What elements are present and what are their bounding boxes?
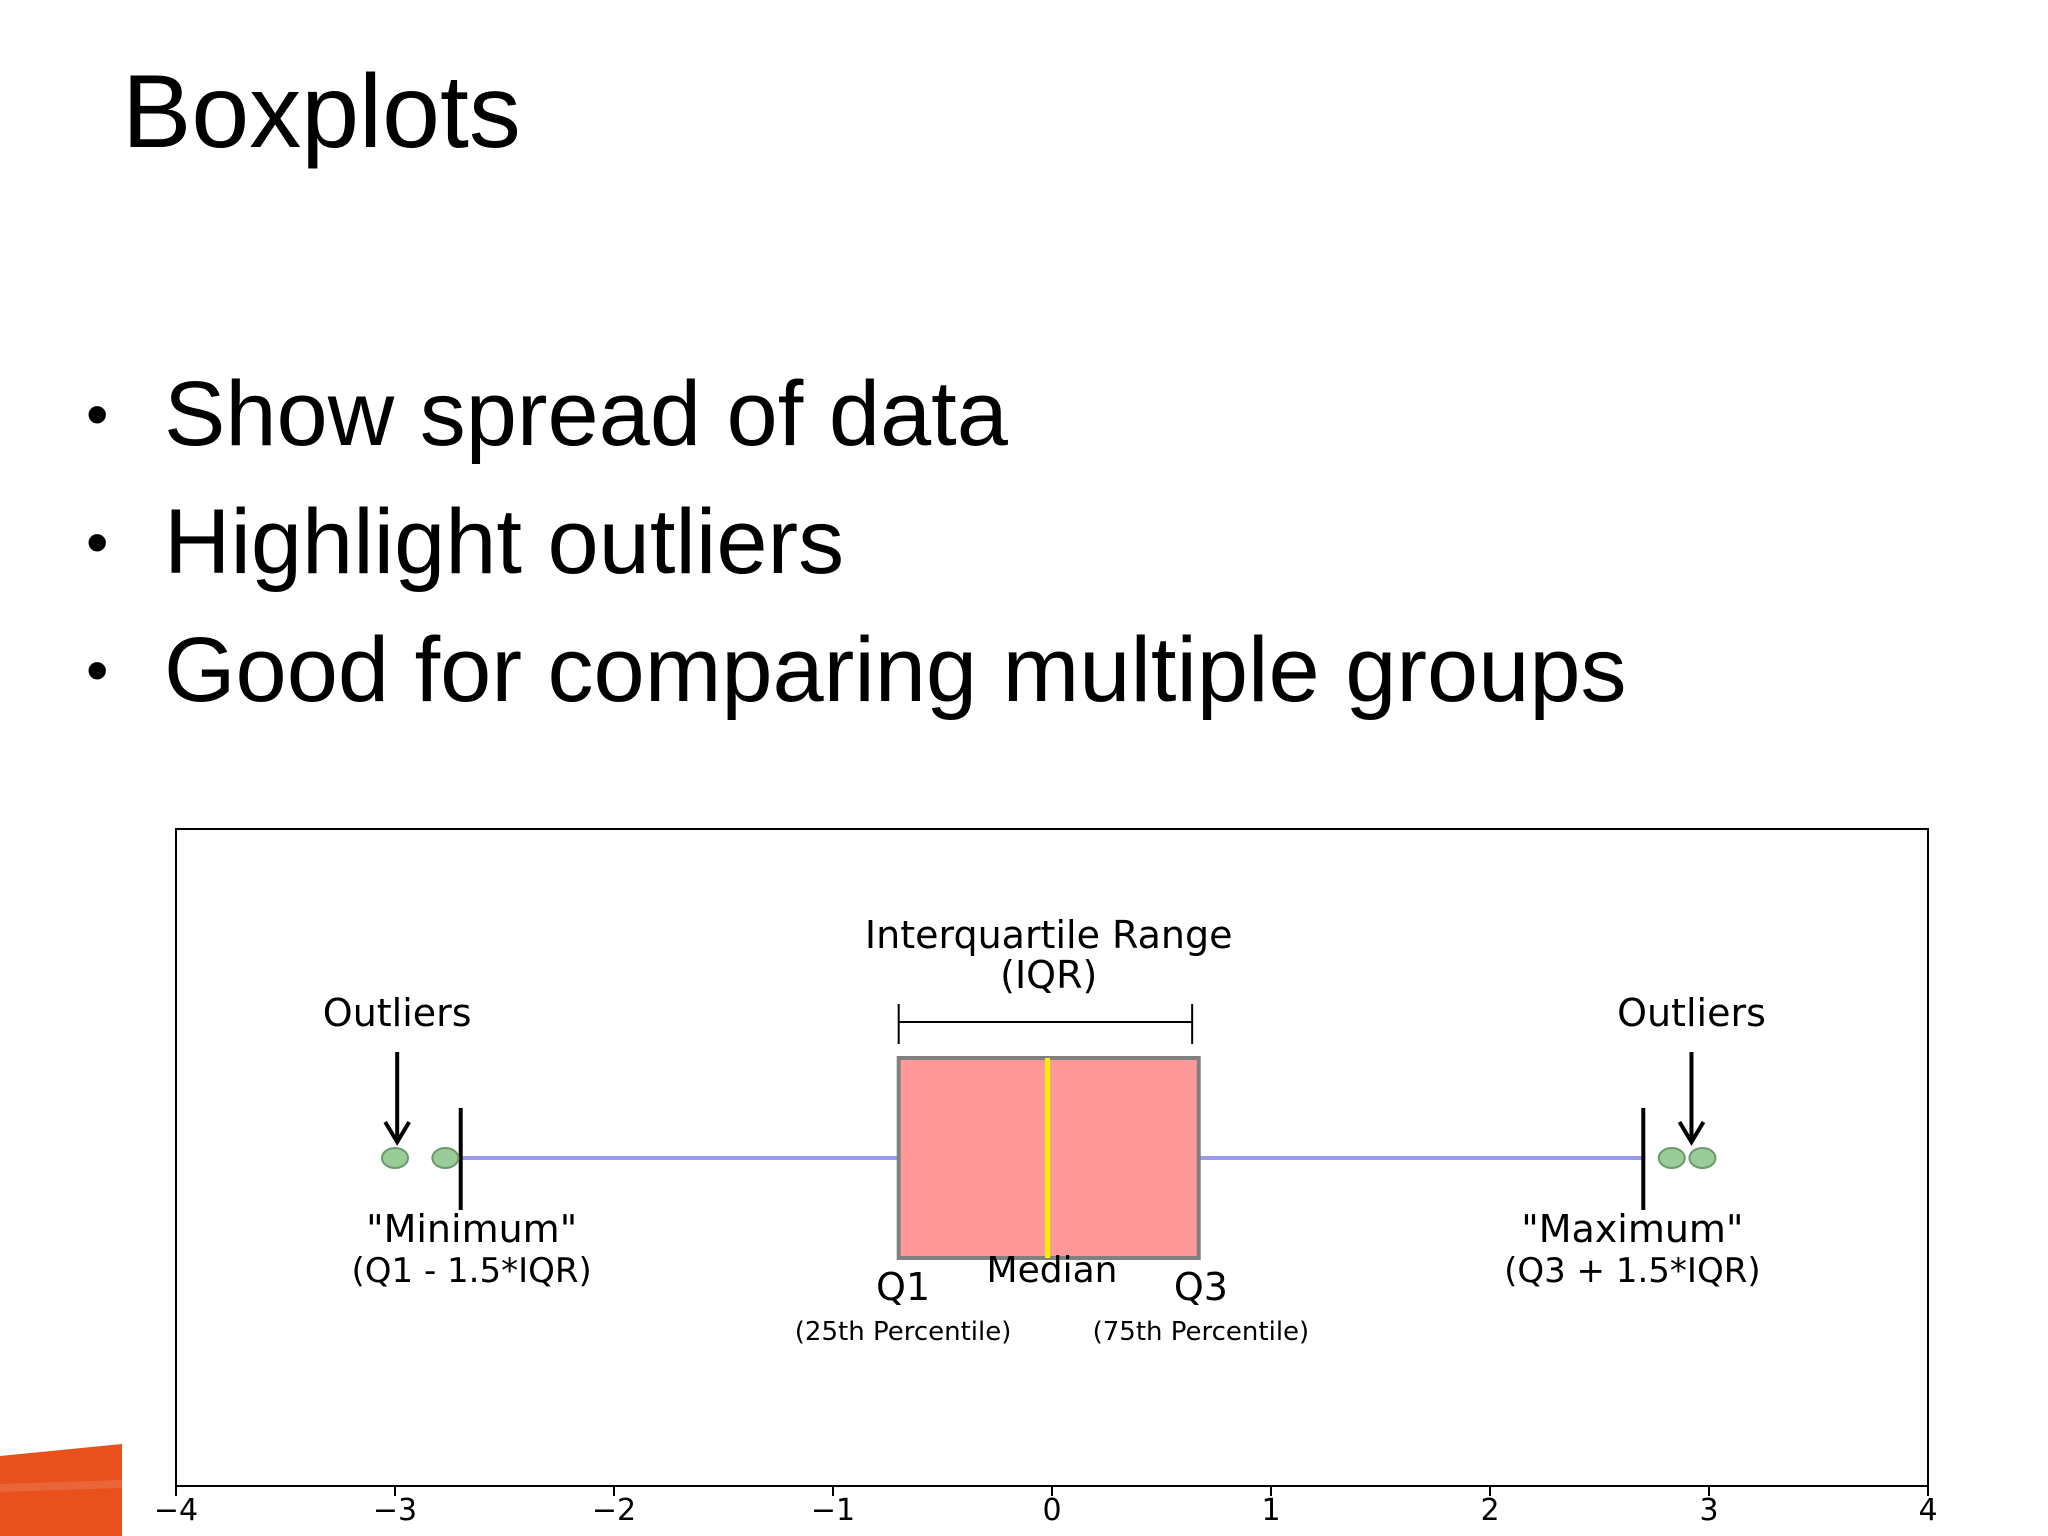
minimum-label: "Minimum" [366,1207,577,1251]
outliers-right-label: Outliers [1617,991,1766,1035]
x-tick-label: 0 [1042,1493,1061,1528]
x-tick-label: 1 [1261,1493,1280,1528]
outlier-point [1688,1147,1717,1169]
bullet-dot-icon: • [86,378,109,450]
bullet-item: • Highlight outliers [80,478,1627,606]
x-tick-label: 4 [1918,1493,1937,1528]
outlier-point [381,1147,409,1169]
iqr-abbrev-label: (IQR) [1000,953,1097,997]
x-tick-label: −1 [811,1493,855,1528]
outlier-point [1657,1147,1686,1169]
corner-accent-shape [0,1444,122,1536]
outliers-left-label: Outliers [323,991,472,1035]
q1-sub-label: (25th Percentile) [795,1317,1012,1347]
bullet-list: • Show spread of data • Highlight outlie… [80,350,1627,734]
outlier-arrow-right-head [1677,1120,1706,1146]
q3-sub-label: (75th Percentile) [1093,1317,1310,1347]
median-label: Median [987,1250,1118,1291]
x-tick-label: −4 [154,1493,198,1528]
x-tick-label: 2 [1480,1493,1499,1528]
bullet-text: Highlight outliers [164,491,845,593]
slide-title: Boxplots [122,54,521,170]
minimum-formula-label: (Q1 - 1.5*IQR) [352,1251,592,1291]
chart-layer: Interquartile Range(IQR) Outliers Outliers… [154,913,1938,1528]
bullet-dot-icon: • [86,506,109,578]
outlier-point [431,1147,460,1169]
x-tick-label: −3 [373,1493,417,1528]
bullet-text: Good for comparing multiple groups [164,619,1627,721]
q1-label: Q1 [876,1265,930,1309]
bullet-dot-icon: • [86,634,109,706]
x-tick-label: 3 [1699,1493,1718,1528]
maximum-formula-label: (Q3 + 1.5*IQR) [1504,1251,1761,1291]
q3-label: Q3 [1174,1265,1228,1309]
bullet-item: • Show spread of data [80,350,1627,478]
iqr-title-label: Interquartile Range [865,913,1233,957]
bullet-text: Show spread of data [164,363,1008,465]
x-tick-label: −2 [592,1493,636,1528]
maximum-label: "Maximum" [1521,1207,1743,1251]
bullet-item: • Good for comparing multiple groups [80,606,1627,734]
outlier-arrow-left-head [383,1120,411,1146]
